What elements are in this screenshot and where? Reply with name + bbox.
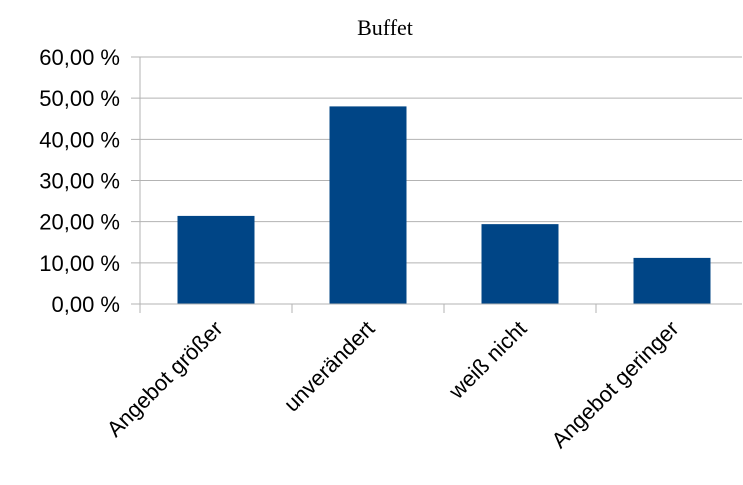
y-tick-label: 30,00 % — [39, 169, 120, 194]
y-tick-label: 50,00 % — [39, 86, 120, 111]
bar — [177, 215, 255, 304]
axes — [131, 57, 742, 313]
bar — [481, 224, 559, 304]
y-tick-label: 40,00 % — [39, 127, 120, 152]
x-category-label: weiß nicht — [443, 316, 531, 404]
y-axis-tick-labels: 0,00 % 10,00 % 20,00 % 30,00 % 40,00 % 50,00 … — [39, 45, 120, 317]
bars — [177, 106, 711, 305]
y-tick-label: 10,00 % — [39, 251, 120, 276]
x-axis-category-labels: Angebot größer unverändert weiß nicht Angeb… — [102, 316, 684, 453]
x-category-label: Angebot größer — [102, 316, 228, 442]
y-tick-label: 0,00 % — [52, 292, 121, 317]
y-tick-label: 20,00 % — [39, 210, 120, 235]
x-category-label: unverändert — [279, 316, 380, 417]
bar — [633, 257, 711, 304]
x-category-label: Angebot geringer — [547, 316, 684, 453]
bar — [329, 106, 407, 305]
y-tick-label: 60,00 % — [39, 45, 120, 70]
chart-title: Buffet — [357, 15, 413, 40]
